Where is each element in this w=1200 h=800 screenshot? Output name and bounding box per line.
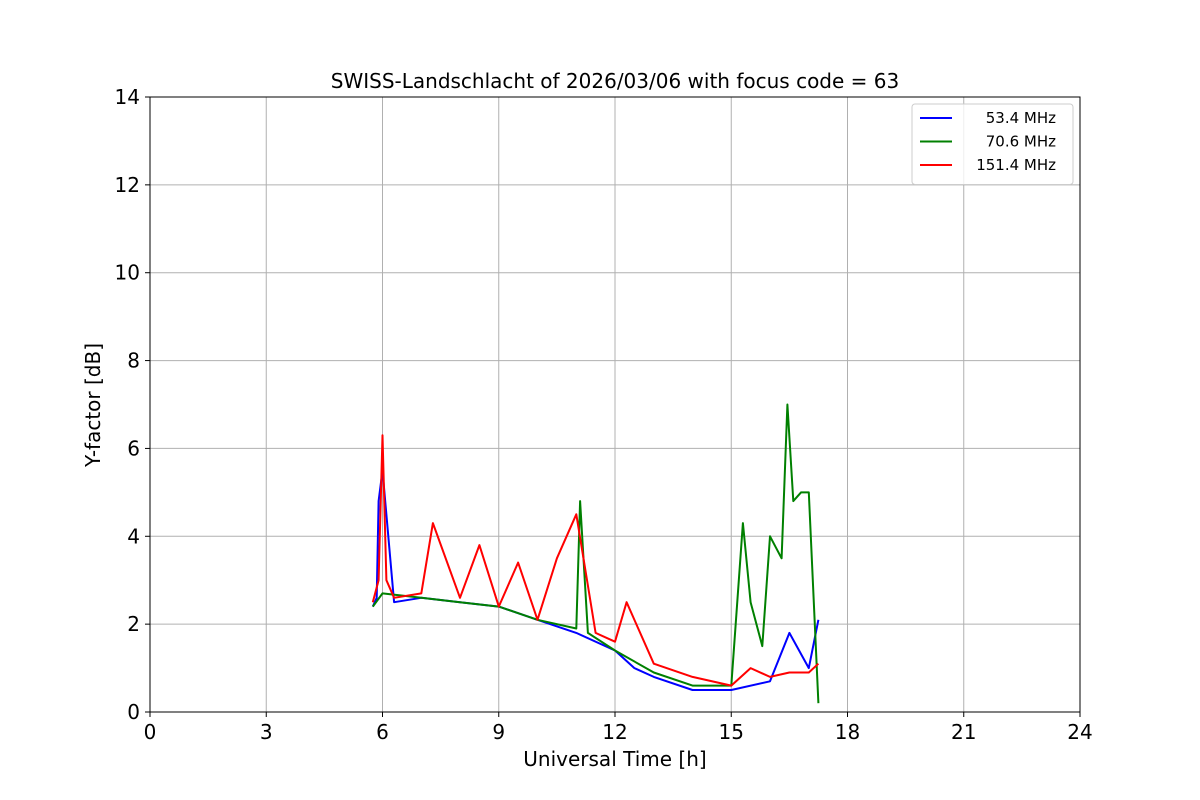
legend-label: 53.4 MHz xyxy=(986,109,1056,127)
legend-box xyxy=(911,103,1074,185)
x-tick-label: 21 xyxy=(951,720,976,744)
x-tick-label: 24 xyxy=(1067,720,1092,744)
y-tick-label: 8 xyxy=(127,349,140,373)
legend-label: 70.6 MHz xyxy=(986,133,1056,151)
y-tick-label: 12 xyxy=(115,173,140,197)
x-tick-label: 6 xyxy=(376,720,389,744)
y-tick-label: 4 xyxy=(127,524,140,548)
y-tick-label: 2 xyxy=(127,612,140,636)
series-line-2 xyxy=(371,403,820,704)
y-axis-label: Y-factor [dB] xyxy=(81,343,105,468)
series-line-3 xyxy=(371,434,820,687)
y-tick-label: 0 xyxy=(127,700,140,724)
x-tick-label: 3 xyxy=(260,720,273,744)
y-tick-label: 10 xyxy=(115,261,140,285)
legend: 53.4 MHz 70.6 MHz 151.4 MHz xyxy=(911,103,1074,185)
chart-title: SWISS-Landschlacht of 2026/03/06 with fo… xyxy=(331,69,899,93)
x-axis-label: Universal Time [h] xyxy=(523,747,706,771)
x-tick-label: 18 xyxy=(835,720,860,744)
x-tick-label: 9 xyxy=(492,720,505,744)
x-tick-label: 12 xyxy=(602,720,627,744)
series-layer xyxy=(371,403,820,704)
y-tick-label: 6 xyxy=(127,436,140,460)
x-tick-label: 0 xyxy=(144,720,157,744)
x-tick-label: 15 xyxy=(719,720,744,744)
legend-label: 151.4 MHz xyxy=(976,156,1056,174)
y-tick-label: 14 xyxy=(115,85,140,109)
